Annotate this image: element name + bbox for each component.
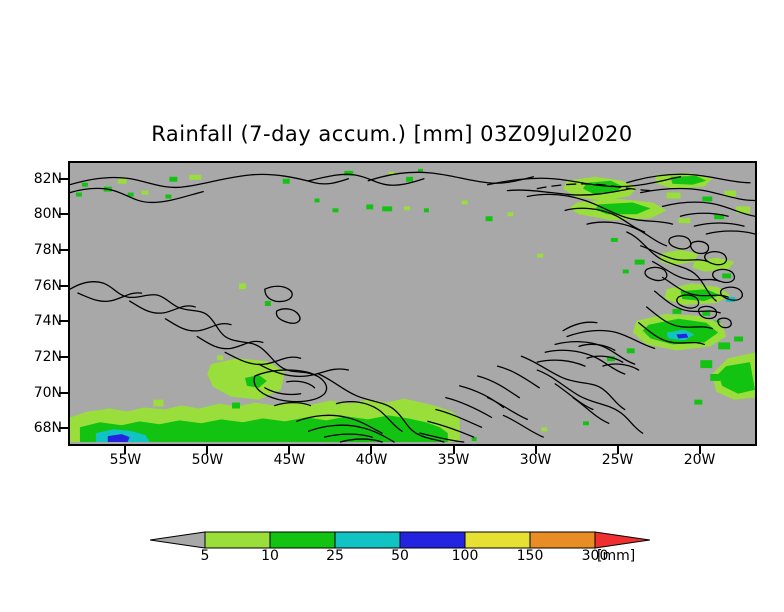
- page-title: Rainfall (7-day accum.) [mm] 03Z09Jul202…: [151, 122, 633, 146]
- lat-tick-mark: [59, 320, 68, 323]
- colorbar-tick-150: 150: [516, 548, 544, 564]
- colorbar-tick-25: 25: [326, 548, 344, 564]
- lat-tick-label-80n: 80N: [33, 206, 62, 223]
- lat-tick-mark: [59, 391, 68, 394]
- colorbar-unit-label: [mm]: [597, 548, 636, 564]
- colorbar-tick-300: 300: [581, 548, 609, 564]
- colorbar-swatch-4: [464, 531, 531, 549]
- lat-tick-mark: [59, 249, 68, 252]
- colorbar-tick-5: 5: [200, 548, 210, 564]
- lat-tick-label-78n: 78N: [33, 242, 62, 259]
- lon-tick-label-55w: 55W: [109, 452, 142, 468]
- lat-tick-label-74n: 74N: [33, 313, 62, 330]
- lon-tick-mark: [370, 446, 373, 454]
- lat-tick-mark: [59, 213, 68, 216]
- lon-tick-mark: [124, 446, 127, 454]
- rainfall-shading: [70, 168, 755, 443]
- colorbar-tick-10: 10: [261, 548, 279, 564]
- colorbar-swatch-0: [204, 531, 271, 549]
- colorbar-swatch-under: [150, 531, 206, 549]
- lat-tick-label-68n: 68N: [33, 420, 62, 437]
- lat-tick-mark: [59, 177, 68, 180]
- map-canvas: [70, 168, 755, 443]
- colorbar-swatch-2: [334, 531, 401, 549]
- lon-tick-mark: [452, 446, 455, 454]
- lon-tick-mark: [206, 446, 209, 454]
- lon-tick-label-45w: 45W: [273, 452, 306, 468]
- lat-tick-label-82n: 82N: [33, 170, 62, 187]
- colorbar-swatches: [150, 531, 650, 549]
- lat-tick-label-70n: 70N: [33, 384, 62, 401]
- map-plot-area: [68, 161, 757, 446]
- lat-tick-mark: [59, 284, 68, 287]
- lon-tick-label-30w: 30W: [519, 452, 552, 468]
- lat-tick-mark: [59, 427, 68, 430]
- colorbar-swatch-5: [529, 531, 596, 549]
- lat-tick-label-76n: 76N: [33, 277, 62, 294]
- colorbar: [150, 531, 650, 551]
- colorbar-tick-100: 100: [451, 548, 479, 564]
- lon-tick-label-20w: 20W: [683, 452, 716, 468]
- lon-tick-mark: [534, 446, 537, 454]
- colorbar-swatch-1: [269, 531, 336, 549]
- lon-tick-mark: [288, 446, 291, 454]
- lon-tick-label-35w: 35W: [437, 452, 470, 468]
- lon-tick-mark: [616, 446, 619, 454]
- lat-tick-label-72n: 72N: [33, 348, 62, 365]
- colorbar-swatch-3: [399, 531, 466, 549]
- lon-tick-label-50w: 50W: [191, 452, 224, 468]
- colorbar-swatch-over: [594, 531, 650, 549]
- lon-tick-mark: [698, 446, 701, 454]
- lon-tick-label-40w: 40W: [355, 452, 388, 468]
- coastline-layer: [70, 171, 755, 443]
- lat-tick-mark: [59, 355, 68, 358]
- lon-tick-label-25w: 25W: [601, 452, 634, 468]
- colorbar-tick-50: 50: [391, 548, 409, 564]
